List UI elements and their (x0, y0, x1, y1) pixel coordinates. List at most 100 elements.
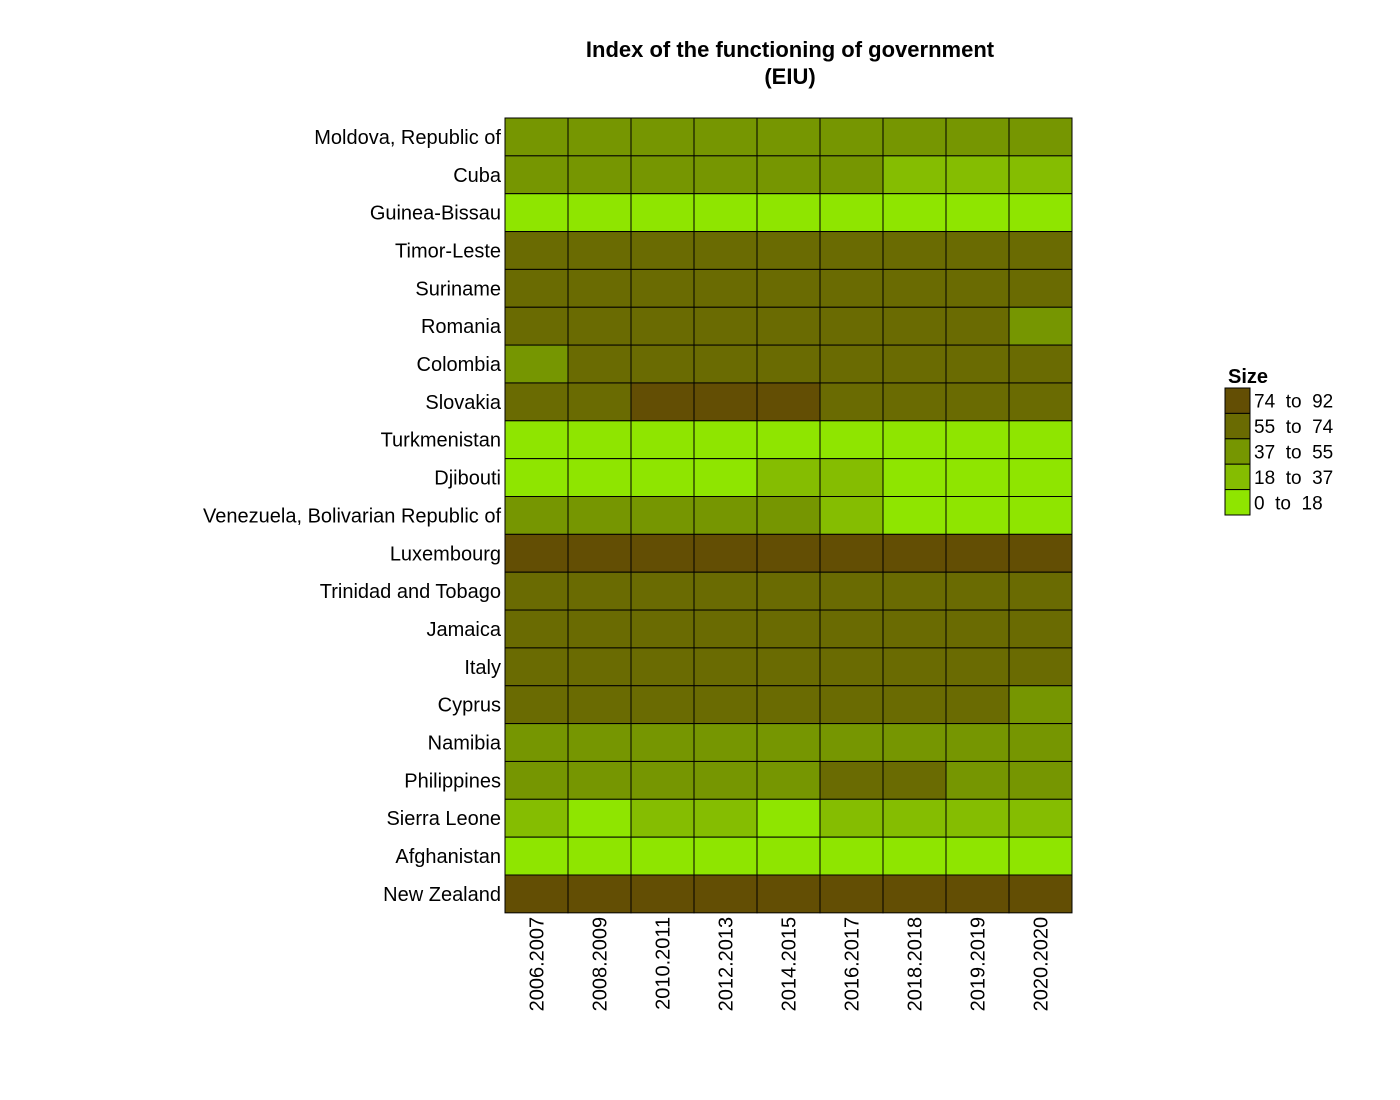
heatmap-cell (819, 760, 884, 800)
heatmap-cell (945, 155, 1010, 195)
legend-swatch (1224, 438, 1251, 465)
heatmap-cell (1008, 533, 1073, 573)
heatmap-cell (945, 609, 1010, 649)
heatmap-cell (756, 685, 821, 725)
row-label: New Zealand (383, 884, 501, 906)
heatmap-cell (630, 647, 695, 687)
heatmap-cell (819, 798, 884, 838)
legend-title: Size (1228, 366, 1268, 388)
heatmap-cell (567, 798, 632, 838)
heatmap-cell (504, 193, 569, 233)
heatmap-cell (630, 382, 695, 422)
heatmap-cell (630, 496, 695, 535)
heatmap-cell (756, 420, 821, 460)
heatmap-cell (819, 647, 884, 687)
heatmap-cell (756, 117, 821, 157)
heatmap-cell (945, 647, 1010, 687)
heatmap-cell (819, 685, 884, 725)
heatmap-cell (567, 420, 632, 460)
column-label: 2012.2013 (716, 917, 738, 1012)
heatmap-cell (882, 836, 947, 876)
legend-swatch (1224, 463, 1251, 491)
heatmap-cell (756, 723, 821, 762)
heatmap-cell (882, 874, 947, 914)
heatmap-cell (567, 836, 632, 876)
heatmap-cell (630, 193, 695, 233)
heatmap-cell (756, 760, 821, 800)
heatmap-cell (567, 155, 632, 195)
heatmap-cell (630, 306, 695, 346)
column-label: 2006.2007 (527, 917, 549, 1012)
column-label: 2014.2015 (779, 917, 801, 1012)
heatmap-cell (756, 344, 821, 384)
heatmap-cell (1008, 836, 1073, 876)
heatmap-cell (630, 685, 695, 725)
heatmap-cell (882, 117, 947, 157)
heatmap-cell (504, 306, 569, 346)
heatmap-cell (504, 533, 569, 573)
heatmap-cell (630, 798, 695, 838)
row-label: Venezuela, Bolivarian Republic of (203, 505, 501, 527)
heatmap-cell (945, 344, 1010, 384)
heatmap-cell (882, 685, 947, 725)
legend-label: 55 to 74 (1254, 417, 1334, 438)
heatmap-cell (504, 155, 569, 195)
heatmap-cell (1008, 458, 1073, 497)
heatmap-cell (882, 609, 947, 649)
heatmap-cell (567, 117, 632, 157)
heatmap-cell (819, 344, 884, 384)
heatmap-cell (1008, 609, 1073, 649)
row-label: Turkmenistan (381, 430, 501, 452)
heatmap-cell (630, 458, 695, 497)
heatmap-cell (819, 458, 884, 497)
heatmap-cell (819, 231, 884, 270)
heatmap-cell (1008, 647, 1073, 687)
heatmap-cell (819, 533, 884, 573)
heatmap-cell (1008, 420, 1073, 460)
row-label: Namibia (428, 733, 502, 755)
heatmap-cell (882, 760, 947, 800)
column-label: 2010.2011 (653, 917, 675, 1010)
row-label: Colombia (417, 354, 502, 376)
legend-swatch (1224, 387, 1251, 414)
heatmap-cell (819, 420, 884, 460)
heatmap-cell (567, 647, 632, 687)
heatmap-cell (567, 193, 632, 233)
heatmap-cell (945, 685, 1010, 725)
row-label: Italy (464, 657, 501, 679)
heatmap-cell (630, 609, 695, 649)
row-label: Afghanistan (395, 846, 501, 868)
heatmap-cell (504, 760, 569, 800)
heatmap-cell (630, 231, 695, 270)
heatmap-cell (630, 420, 695, 460)
heatmap-cell (567, 609, 632, 649)
legend-swatch (1224, 412, 1251, 440)
heatmap-cell (1008, 685, 1073, 725)
heatmap-cell (1008, 155, 1073, 195)
heatmap-cell (819, 571, 884, 611)
heatmap-cell (882, 382, 947, 422)
heatmap-cell (945, 571, 1010, 611)
heatmap-cell (1008, 382, 1073, 422)
heatmap-cell (819, 268, 884, 308)
heatmap-cell (504, 496, 569, 535)
heatmap-cell (693, 609, 758, 649)
heatmap-cell (504, 685, 569, 725)
chart-subtitle: (EIU) (764, 64, 815, 89)
heatmap-cell (630, 117, 695, 157)
heatmap-cell (756, 836, 821, 876)
heatmap-cell (504, 458, 569, 497)
heatmap-cell (693, 382, 758, 422)
legend-label: 0 to 18 (1254, 493, 1323, 514)
row-label: Slovakia (425, 392, 501, 414)
heatmap-cell (819, 306, 884, 346)
heatmap-cell (693, 533, 758, 573)
heatmap-cell (630, 874, 695, 914)
heatmap-cells (504, 117, 1073, 914)
heatmap-cell (945, 496, 1010, 535)
heatmap-cell (756, 874, 821, 914)
heatmap-cell (756, 458, 821, 497)
heatmap-cell (1008, 723, 1073, 762)
heatmap-cell (1008, 571, 1073, 611)
heatmap-cell (567, 268, 632, 308)
